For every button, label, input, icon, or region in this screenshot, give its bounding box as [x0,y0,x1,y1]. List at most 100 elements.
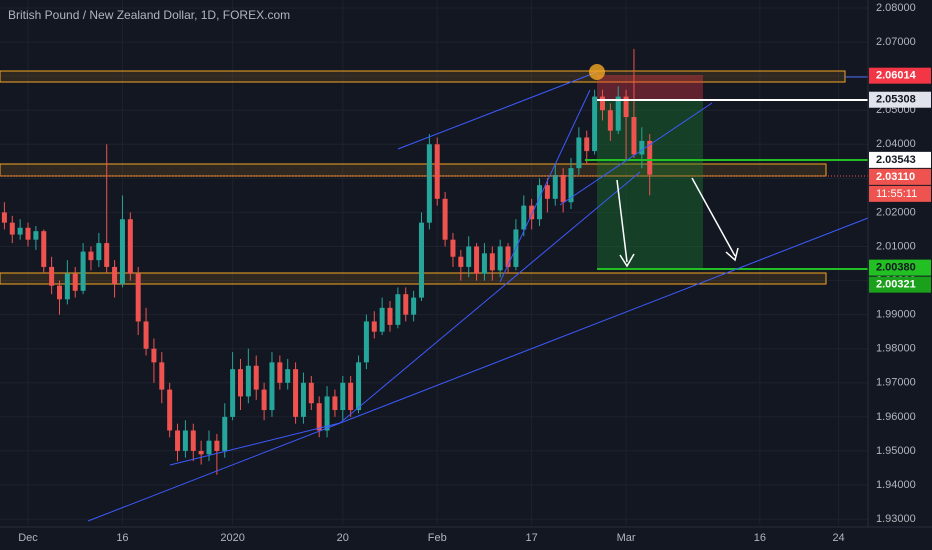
candle-body [418,222,424,298]
candle-body [529,205,535,220]
countdown-tag [869,185,931,202]
candle-body [395,294,401,325]
candle-body [49,266,55,286]
candle-body [411,297,417,315]
candle-body [379,307,385,332]
candle-body [261,389,267,411]
x-tick-label: 16 [754,532,766,544]
candle-body [190,430,196,451]
y-tick-label: 1.94000 [876,479,916,491]
candle-body [237,369,243,397]
price-tag [869,151,931,168]
candle-body [316,403,322,431]
candle-body [308,382,314,404]
candle-body [450,239,456,257]
candles [1,48,653,475]
candle-body [639,140,645,155]
candle-body [64,273,70,300]
candle-body [143,321,149,349]
candle-body [88,251,94,261]
candle-body [104,243,110,267]
x-tick-label: Mar [617,532,636,544]
candle-body [159,362,165,390]
candle-body [222,416,228,451]
candle-body [17,227,23,235]
y-tick-label: 1.99000 [876,309,916,321]
candle-body [544,185,550,199]
candle-body [25,227,31,240]
candle-body [151,348,157,363]
candle-body [426,144,432,223]
candle-body [293,369,299,417]
x-tick-label: Feb [428,532,447,544]
candle-body [269,362,275,411]
candle-body [41,231,47,267]
axes: 2.080002.070002.060002.050002.040002.030… [18,2,931,544]
trendline [87,217,869,522]
x-tick-label: 2020 [220,532,244,544]
candle-body [371,321,377,332]
countdown: 11:55:11 [876,188,917,200]
candle-body [340,382,346,411]
candle-body [56,285,62,300]
price-tag-label: 2.00380 [876,262,916,274]
y-tick-label: 1.97000 [876,377,916,389]
arrow [616,179,635,268]
candle-body [175,430,181,451]
marker [589,64,605,80]
price-tag-label: 2.03543 [876,154,916,166]
candle-body [324,396,330,431]
chart-title: British Pound / New Zealand Dollar, 1D, … [8,8,290,22]
candle-body [356,362,362,411]
candle-body [80,251,86,291]
candle-body [363,321,369,363]
candle-body [119,219,125,284]
candle-body [560,174,566,203]
candle-body [466,246,472,267]
channel-line [397,71,598,150]
candle-body [127,219,133,274]
candle-body [9,222,15,235]
trendline [169,422,341,466]
candle-body [458,256,464,267]
candle-body [442,198,448,240]
candle-body [285,369,291,383]
candle-body [631,117,637,155]
arrow [691,177,739,262]
candle-body [537,185,543,220]
candle-body [135,273,141,322]
price-tag-label: 2.05308 [876,94,916,106]
support-zone [0,272,827,285]
y-tick-label: 2.08000 [876,2,916,14]
candle-body [647,140,653,175]
candle-body [245,365,251,397]
candle-body [72,273,78,291]
drawings-front [0,64,869,522]
x-tick-label: 16 [116,532,128,544]
candle-body [474,246,480,274]
y-tick-label: 2.02000 [876,206,916,218]
x-tick-label: Dec [18,532,38,544]
candle-body [198,450,204,455]
price-tag [869,67,931,84]
candle-body [206,440,212,455]
price-tag-label: 2.06014 [876,70,917,82]
price-tag-label: 2.00321 [876,279,916,291]
candle-body [576,137,582,169]
candle-body [607,110,613,131]
trendline [339,171,641,424]
candle-body [615,96,621,131]
candle-body [599,96,605,111]
candle-body [521,205,527,230]
candle-body [387,307,393,325]
candle-body [332,396,338,411]
y-tick-label: 1.98000 [876,343,916,355]
price-tag-label: 2.03110 [876,171,915,183]
candle-body [348,382,354,411]
trendline [499,89,591,283]
candle-body [584,137,590,152]
candle-body [182,430,188,451]
y-tick-label: 1.95000 [876,445,916,457]
